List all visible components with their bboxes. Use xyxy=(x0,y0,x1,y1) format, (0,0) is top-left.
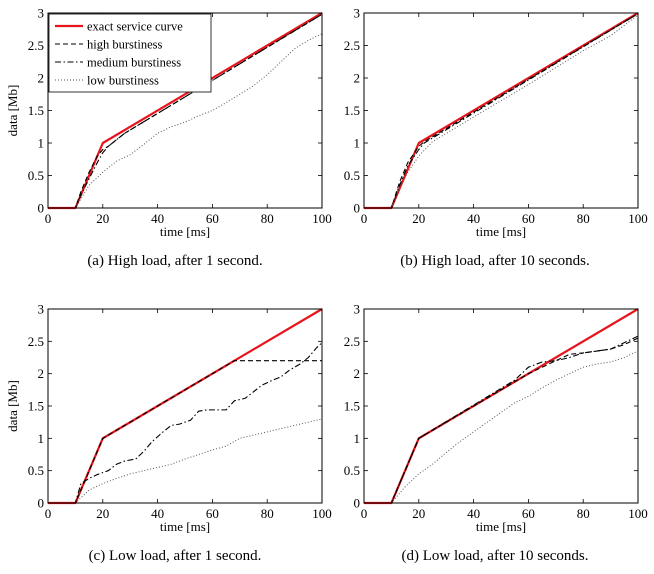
plot-frame xyxy=(47,308,323,504)
y-tick-label: 3 xyxy=(38,6,45,21)
x-tick-label: 80 xyxy=(577,506,590,521)
plot-frame xyxy=(363,308,639,504)
y-tick-label: 0 xyxy=(354,201,361,216)
y-tick-label: 2.5 xyxy=(344,38,360,53)
legend-label-medium-burstiness: medium burstiness xyxy=(87,56,181,70)
y-tick-label: 1 xyxy=(354,431,361,446)
y-tick-label: 3 xyxy=(38,302,45,317)
caption-a: (a) High load, after 1 second. xyxy=(30,253,320,270)
legend: exact service curve high burstiness medium… xyxy=(48,13,212,93)
series-low-burstiness xyxy=(48,418,323,504)
caption-a-tag: (a) xyxy=(87,253,104,269)
legend-label-low-burstiness: low burstiness xyxy=(87,74,159,88)
caption-d: (d) Low load, after 10 seconds. xyxy=(345,548,645,565)
chart-a: 0 20 40 60 80 100 0 0.5 1 1.5 2 2.5 3 time [ms] data [… xyxy=(5,6,332,240)
y-axis-label: data [Mb] xyxy=(5,85,20,137)
y-tick-label: 3 xyxy=(354,6,361,21)
y-tick-label: 3 xyxy=(354,302,361,317)
y-tick-label: 2 xyxy=(38,71,45,86)
x-tick-label: 100 xyxy=(628,211,648,226)
plot-frame xyxy=(363,12,639,209)
x-tick-label: 40 xyxy=(467,506,480,521)
y-tick-label: 0.5 xyxy=(344,168,360,183)
chart-b: 0 20 40 60 80 100 0 0.5 1 1.5 2 2.5 3 time [ms] xyxy=(344,6,648,240)
y-tick-label: 2.5 xyxy=(344,334,360,349)
series-exact-service-curve xyxy=(48,308,323,505)
y-tick-label: 2 xyxy=(38,366,45,381)
x-tick-label: 20 xyxy=(96,506,109,521)
legend-label-high-burstiness: high burstiness xyxy=(87,38,162,52)
x-tick-label: 40 xyxy=(151,506,164,521)
x-tick-label: 100 xyxy=(312,211,332,226)
y-tick-label: 2.5 xyxy=(28,38,44,53)
caption-b: (b) High load, after 10 seconds. xyxy=(345,253,645,270)
y-tick-label: 0.5 xyxy=(28,463,44,478)
caption-d-tag: (d) xyxy=(401,548,419,564)
x-tick-label: 0 xyxy=(361,211,368,226)
series-medium-burstiness xyxy=(48,13,323,209)
x-tick-label: 0 xyxy=(45,506,52,521)
x-tick-label: 80 xyxy=(577,211,590,226)
caption-d-text: Low load, after 10 seconds. xyxy=(422,548,589,564)
x-axis-label: time [ms] xyxy=(476,224,526,239)
x-tick-label: 60 xyxy=(522,506,535,521)
caption-b-text: High load, after 10 seconds. xyxy=(421,253,590,269)
x-axis-label: time [ms] xyxy=(160,224,210,239)
y-tick-label: 0 xyxy=(38,201,45,216)
y-tick-label: 1.5 xyxy=(28,103,44,118)
series-high-burstiness xyxy=(364,13,639,209)
y-tick-label: 2 xyxy=(354,366,361,381)
x-tick-label: 40 xyxy=(151,211,164,226)
x-axis-label: time [ms] xyxy=(160,519,210,534)
x-axis-label: time [ms] xyxy=(476,519,526,534)
series-high-burstiness xyxy=(48,360,322,504)
x-tick-label: 20 xyxy=(412,211,425,226)
y-tick-label: 1 xyxy=(354,136,361,151)
y-tick-label: 1.5 xyxy=(344,399,360,414)
y-axis-label: data [Mb] xyxy=(5,380,20,432)
chart-d: 0 20 40 60 80 100 0 0.5 1 1.5 2 2.5 3 time [ms] xyxy=(344,302,648,535)
series-low-burstiness xyxy=(48,33,323,209)
caption-c-tag: (c) xyxy=(88,548,106,564)
x-tick-label: 0 xyxy=(45,211,52,226)
series-medium-burstiness xyxy=(364,13,639,209)
series-exact-service-curve xyxy=(364,12,639,210)
y-tick-label: 1 xyxy=(38,431,45,446)
series-medium-burstiness xyxy=(48,342,323,504)
series-low-burstiness xyxy=(364,350,639,504)
y-tick-label: 2.5 xyxy=(28,334,44,349)
caption-b-tag: (b) xyxy=(400,253,418,269)
y-tick-label: 1.5 xyxy=(28,399,44,414)
series-high-burstiness xyxy=(364,337,639,504)
x-tick-label: 0 xyxy=(361,506,368,521)
x-tick-label: 20 xyxy=(412,506,425,521)
y-tick-label: 0.5 xyxy=(344,463,360,478)
caption-c: (c) Low load, after 1 second. xyxy=(30,548,320,565)
x-tick-label: 80 xyxy=(261,506,274,521)
y-tick-label: 1.5 xyxy=(344,103,360,118)
x-tick-label: 60 xyxy=(206,506,219,521)
x-tick-label: 100 xyxy=(628,506,648,521)
y-tick-label: 0 xyxy=(38,496,45,511)
x-tick-label: 60 xyxy=(522,211,535,226)
series-medium-burstiness xyxy=(364,335,639,504)
y-tick-label: 2 xyxy=(354,71,361,86)
caption-c-text: Low load, after 1 second. xyxy=(108,548,262,564)
legend-label-exact-service-curve: exact service curve xyxy=(87,20,183,34)
x-tick-label: 20 xyxy=(96,211,109,226)
chart-c: 0 20 40 60 80 100 0 0.5 1 1.5 2 2.5 3 time [ms] data [… xyxy=(5,302,332,535)
caption-a-text: High load, after 1 second. xyxy=(107,253,263,269)
y-tick-label: 0.5 xyxy=(28,168,44,183)
y-tick-label: 0 xyxy=(354,496,361,511)
y-tick-label: 1 xyxy=(38,136,45,151)
x-tick-label: 60 xyxy=(206,211,219,226)
x-tick-label: 80 xyxy=(261,211,274,226)
x-tick-label: 40 xyxy=(467,211,480,226)
x-tick-label: 100 xyxy=(312,506,332,521)
series-exact-service-curve xyxy=(364,308,639,505)
series-low-burstiness xyxy=(364,14,639,209)
